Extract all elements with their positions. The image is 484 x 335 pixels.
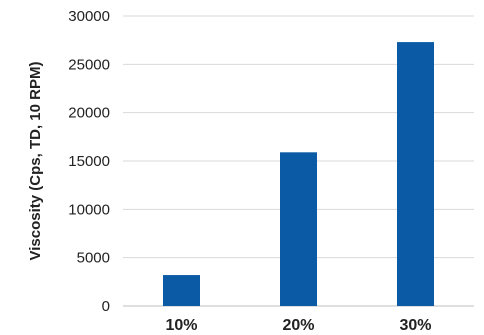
bar-10pct [163, 275, 200, 306]
y-tick-labels: 0 5000 10000 15000 20000 25000 30000 [68, 8, 110, 315]
y-tick-label: 30000 [68, 8, 110, 25]
y-axis-label: Viscosity (Cps, TD, 10 RPM) [27, 62, 44, 261]
y-tick-label: 10000 [68, 201, 110, 218]
bar-30pct [397, 42, 434, 306]
bar-20pct [280, 152, 317, 306]
x-tick-label: 10% [165, 317, 197, 334]
y-tick-label: 20000 [68, 105, 110, 122]
y-tick-label: 15000 [68, 153, 110, 170]
x-tick-label: 30% [399, 317, 431, 334]
y-tick-label: 5000 [77, 250, 110, 267]
bars [163, 42, 434, 306]
x-tick-label: 20% [282, 317, 314, 334]
y-tick-label: 0 [102, 298, 110, 315]
x-tick-labels: 10% 20% 30% [165, 317, 431, 334]
y-tick-label: 25000 [68, 56, 110, 73]
